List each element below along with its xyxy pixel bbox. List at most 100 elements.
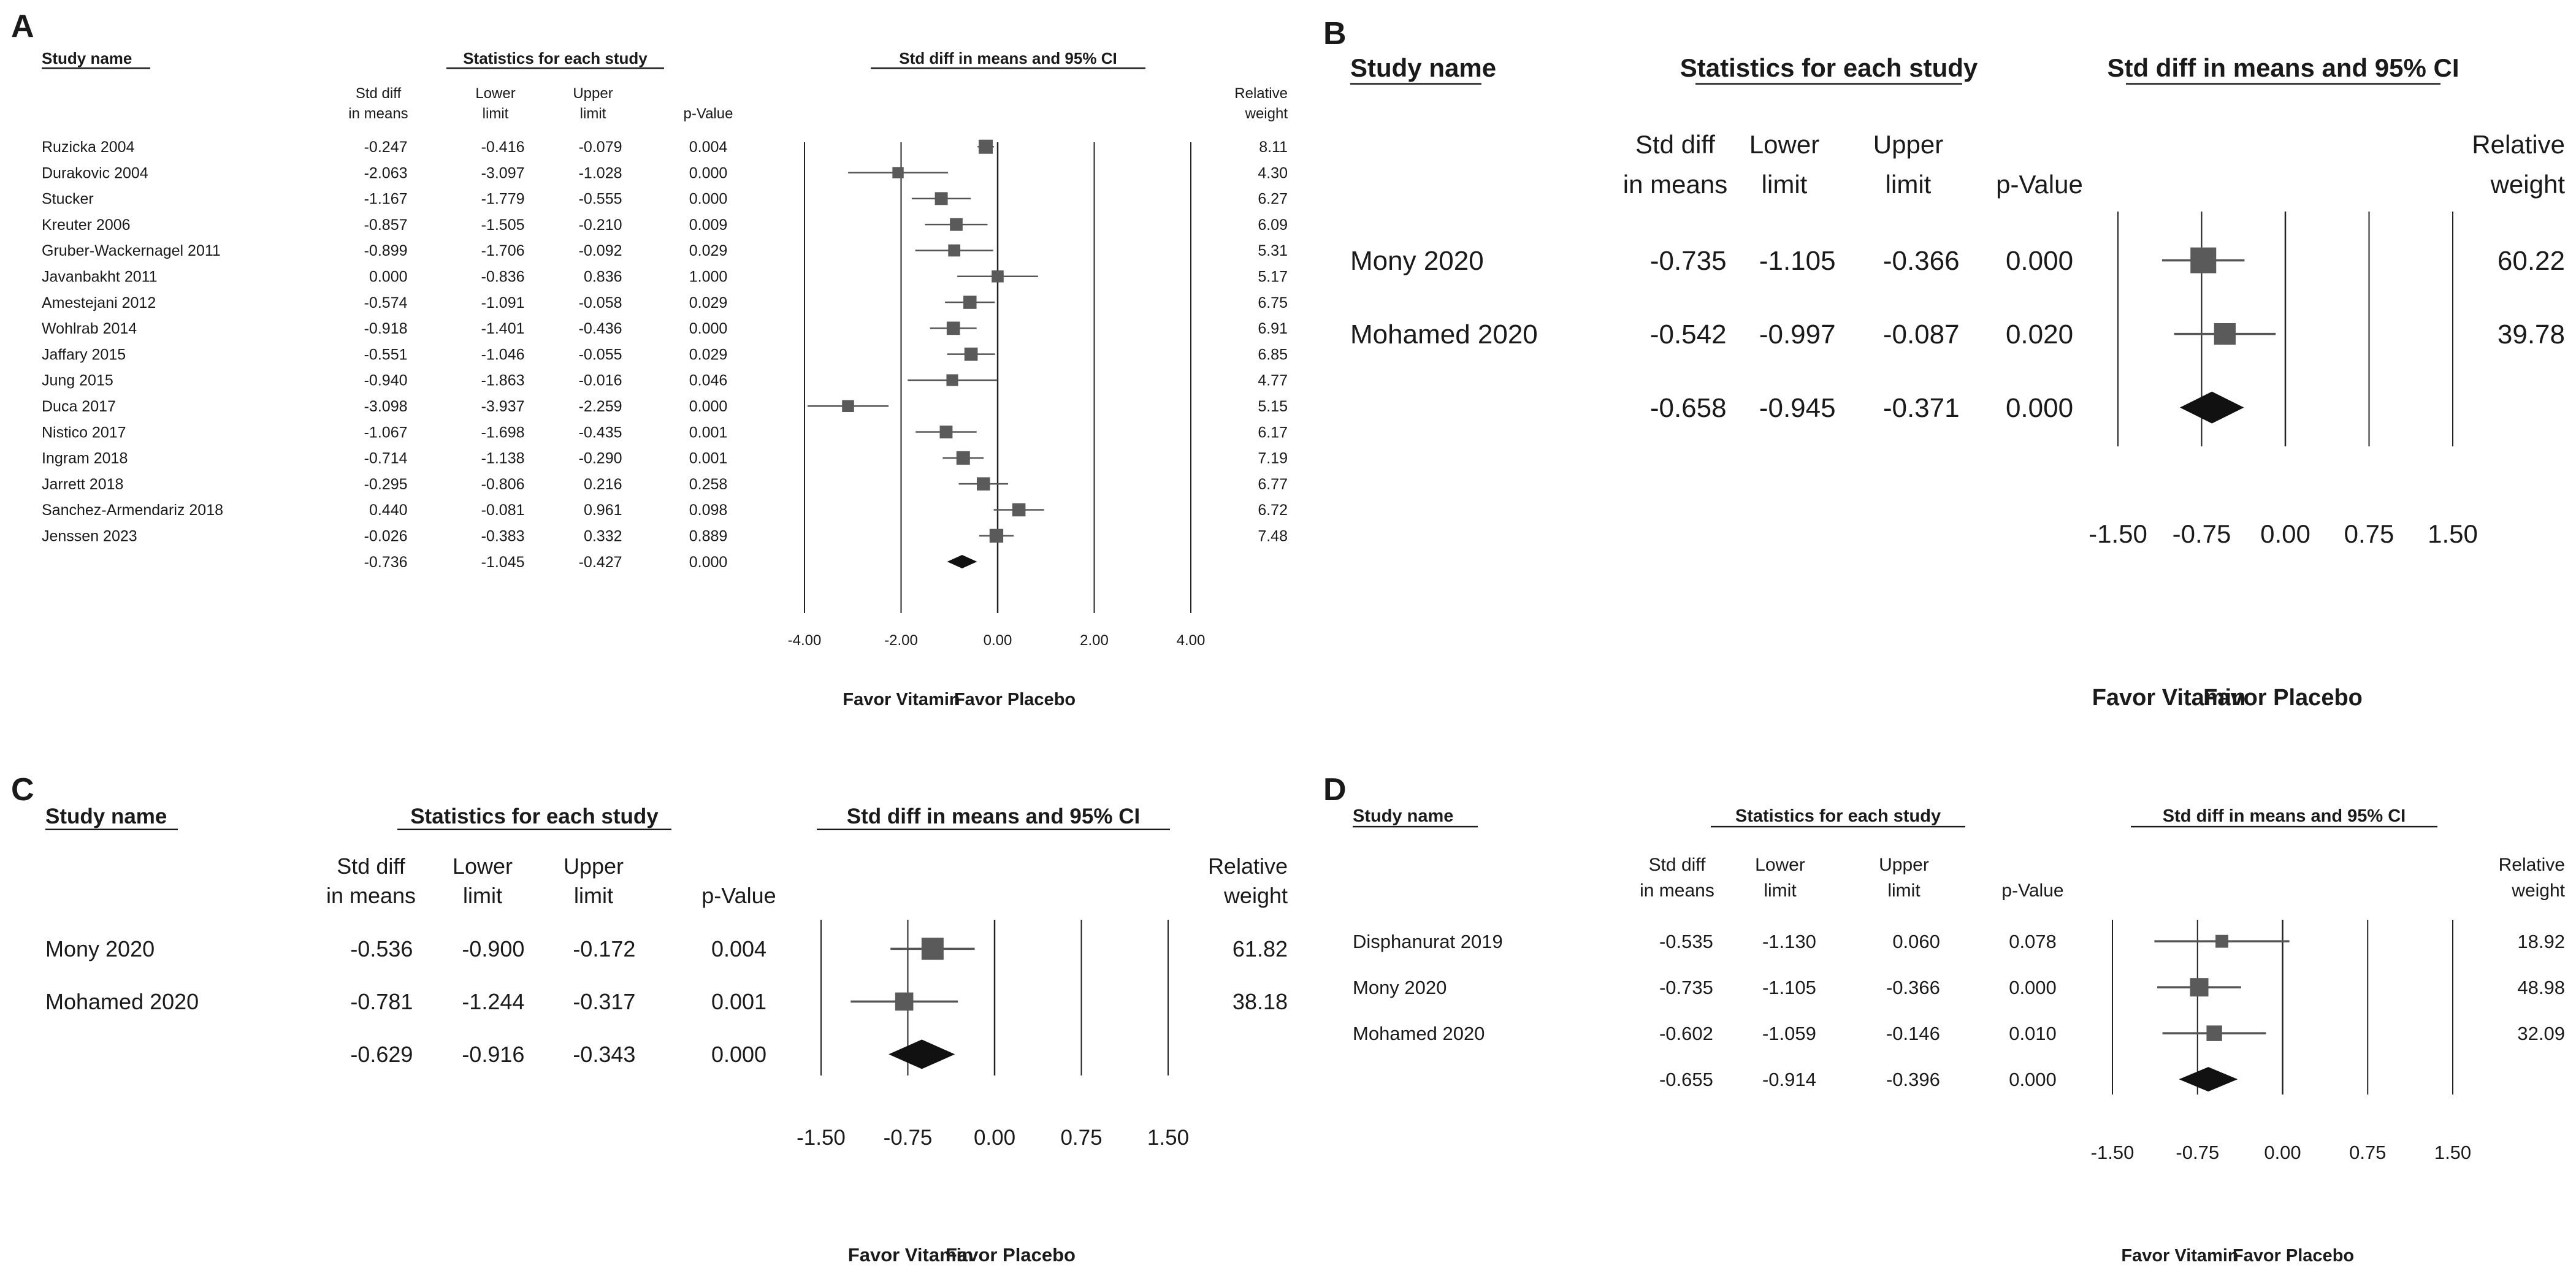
study-name: Stucker — [42, 191, 94, 208]
pooled-row: -0.658 -0.945 -0.371 0.000 — [1650, 391, 2244, 424]
std-diff-in-means: -0.026 — [364, 528, 408, 545]
column-header-upper: Upper — [1879, 855, 1929, 875]
std-diff-in-means: -1.067 — [364, 424, 408, 441]
study-name: Nistico 2017 — [42, 424, 126, 441]
upper-limit: -0.016 — [579, 372, 622, 389]
column-header-p-value: p-Value — [1996, 170, 2083, 199]
relative-weight: 38.18 — [1233, 989, 1288, 1014]
favor-vitamin-label: Favor Vitamin — [2092, 685, 2246, 711]
axis-tick-label: 2.00 — [1080, 632, 1109, 649]
study-row: Amestejani 2012 -0.574 -1.091 -0.058 0.029 6.… — [42, 294, 1288, 311]
lower-limit: -1.091 — [481, 294, 525, 311]
upper-limit: -0.172 — [573, 936, 635, 961]
statistics-header: Statistics for each study — [463, 49, 648, 67]
column-header-weight: weight — [2490, 170, 2566, 199]
study-row: Ingram 2018 -0.714 -1.138 -0.290 0.001 7.19 — [42, 450, 1288, 467]
upper-limit: -0.366 — [1886, 977, 1940, 998]
study-name: Duca 2017 — [42, 398, 116, 415]
p-value: 0.004 — [689, 139, 728, 156]
relative-weight: 7.48 — [1258, 528, 1288, 545]
pooled-std-diff-in-means: -0.629 — [350, 1042, 413, 1067]
axis-tick-label: -1.50 — [2089, 519, 2147, 548]
std-diff-in-means: -0.735 — [1659, 977, 1713, 998]
study-name: Amestejani 2012 — [42, 294, 156, 311]
pooled-diamond — [889, 1039, 955, 1069]
effect-size-square — [950, 218, 963, 231]
effect-size-square — [2214, 323, 2236, 345]
axis-tick-label: -0.75 — [2173, 519, 2231, 548]
std-diff-in-means: -0.735 — [1650, 246, 1727, 276]
p-value: 0.000 — [689, 191, 728, 208]
p-value: 0.098 — [689, 502, 728, 519]
column-header-sdm: in means — [1623, 170, 1727, 199]
axis-tick-label: 0.75 — [1060, 1126, 1102, 1150]
study-name-header: Study name — [45, 804, 167, 828]
statistics-header: Statistics for each study — [1735, 806, 1941, 826]
ci-header: Std diff in means and 95% CI — [899, 49, 1117, 67]
lower-limit: -1.138 — [481, 450, 525, 467]
effect-size-square — [946, 374, 958, 386]
lower-limit: -1.505 — [481, 216, 525, 234]
study-row: Ruzicka 2004 -0.247 -0.416 -0.079 0.004 8.11 — [42, 139, 1288, 156]
axis-tick-label: 4.00 — [1177, 632, 1206, 649]
relative-weight: 6.77 — [1258, 476, 1288, 493]
std-diff-in-means: -0.536 — [350, 936, 413, 961]
lower-limit: -1.059 — [1762, 1023, 1816, 1044]
column-header-sdm: in means — [326, 883, 416, 908]
std-diff-in-means: -0.602 — [1659, 1023, 1713, 1044]
effect-size-square — [964, 347, 978, 361]
axis-tick-label: 0.75 — [2349, 1142, 2386, 1163]
lower-limit: -1.863 — [481, 372, 525, 389]
column-header-lower: limit — [1762, 170, 1808, 199]
study-row: Mony 2020 -0.536 -0.900 -0.172 0.004 61.82 — [45, 936, 1288, 961]
lower-limit: -0.081 — [481, 502, 525, 519]
std-diff-in-means: -0.899 — [364, 242, 408, 259]
axis-tick-label: -0.75 — [2176, 1142, 2219, 1163]
study-row: Jung 2015 -0.940 -1.863 -0.016 0.046 4.77 — [42, 372, 1288, 389]
pooled-p-value: 0.000 — [2006, 393, 2073, 423]
column-header-sdm: Std diff — [1635, 130, 1715, 159]
relative-weight: 7.19 — [1258, 450, 1288, 467]
upper-limit: -2.259 — [579, 398, 622, 415]
relative-weight: 4.77 — [1258, 372, 1288, 389]
relative-weight: 5.17 — [1258, 269, 1288, 286]
p-value: 0.000 — [2009, 977, 2057, 998]
pooled-p-value: 0.000 — [2009, 1069, 2057, 1090]
pooled-std-diff-in-means: -0.658 — [1650, 393, 1727, 423]
p-value: 0.029 — [689, 242, 728, 259]
p-value: 0.001 — [689, 450, 728, 467]
study-row: Gruber-Wackernagel 2011 -0.899 -1.706 -0.09… — [42, 242, 1288, 259]
column-header-upper: limit — [580, 105, 606, 122]
axis-tick-label: -1.50 — [2091, 1142, 2135, 1163]
study-name: Mohamed 2020 — [1350, 319, 1538, 350]
upper-limit: -0.146 — [1886, 1023, 1940, 1044]
lower-limit: -1.244 — [462, 989, 524, 1014]
pooled-upper-limit: -0.427 — [579, 554, 622, 571]
pooled-upper-limit: -0.396 — [1886, 1069, 1940, 1090]
study-name: Wohlrab 2014 — [42, 320, 137, 337]
column-header-lower: limit — [483, 105, 509, 122]
relative-weight: 18.92 — [2517, 931, 2565, 952]
lower-limit: -0.900 — [462, 936, 524, 961]
std-diff-in-means: -0.940 — [364, 372, 408, 389]
std-diff-in-means: -0.551 — [364, 346, 408, 363]
pooled-row: -0.655 -0.914 -0.396 0.000 — [1659, 1067, 2238, 1092]
ci-header: Std diff in means and 95% CI — [2107, 53, 2459, 82]
study-row: Javanbakht 2011 0.000 -0.836 0.836 1.000 5.17 — [42, 269, 1288, 286]
effect-size-square — [977, 477, 990, 491]
relative-weight: 6.27 — [1258, 191, 1288, 208]
upper-limit: -1.028 — [579, 164, 622, 181]
relative-weight: 4.30 — [1258, 164, 1288, 181]
column-header-lower: Lower — [475, 85, 515, 102]
std-diff-in-means: 0.000 — [369, 269, 408, 286]
upper-limit: -0.087 — [1883, 319, 1960, 350]
lower-limit: -1.105 — [1762, 977, 1816, 998]
axis-tick-label: 0.00 — [974, 1126, 1015, 1150]
favor-vitamin-label: Favor Vitamin — [2121, 1246, 2238, 1266]
std-diff-in-means: -0.714 — [364, 450, 408, 467]
lower-limit: -1.779 — [481, 191, 525, 208]
p-value: 0.020 — [2006, 319, 2073, 350]
axis-tick-label: -2.00 — [884, 632, 918, 649]
lower-limit: -0.383 — [481, 528, 525, 545]
relative-weight: 8.11 — [1259, 139, 1288, 156]
